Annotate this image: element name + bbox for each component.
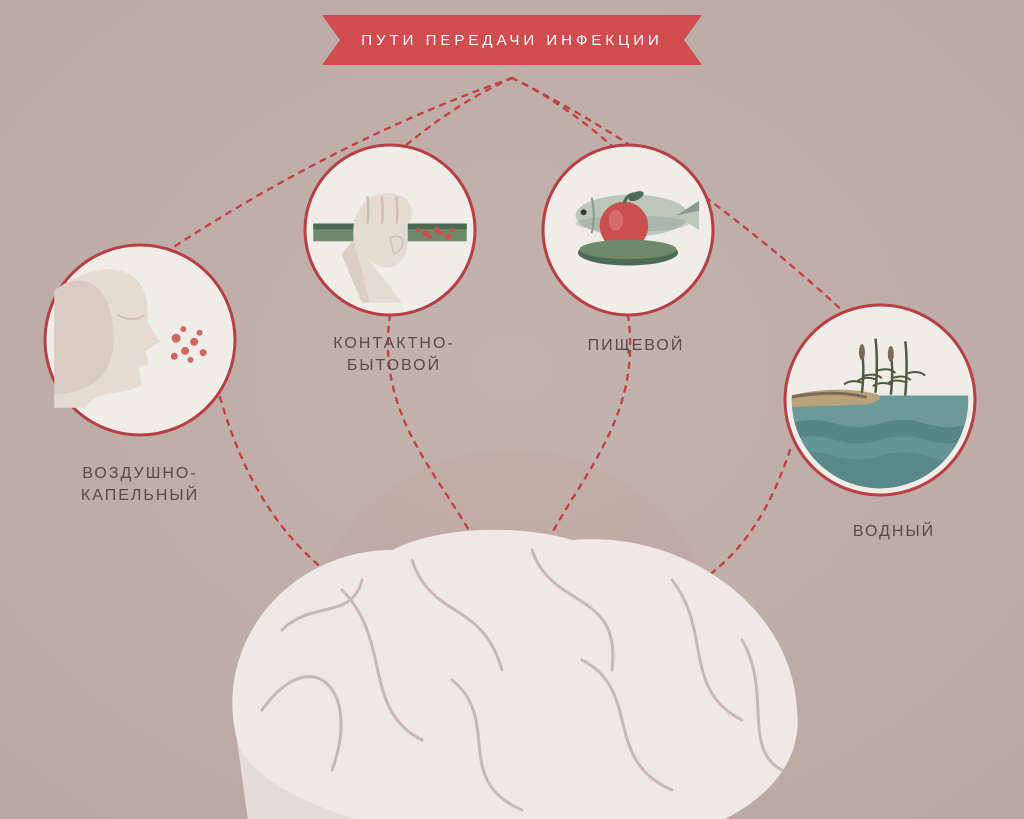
node-airborne-label-line0: ВОЗДУШНО-: [82, 465, 197, 482]
node-airborne-label-line1: КАПЕЛЬНЫЙ: [81, 485, 199, 504]
node-water-label-line0: ВОДНЫЙ: [853, 521, 935, 540]
title-text: ПУТИ ПЕРЕДАЧИ ИНФЕКЦИИ: [361, 32, 663, 49]
node-food-label-line0: ПИЩЕВОЙ: [588, 335, 685, 354]
title-banner: ПУТИ ПЕРЕДАЧИ ИНФЕКЦИИ: [322, 15, 702, 65]
node-contact-label-line0: КОНТАКТНО-: [333, 335, 454, 352]
node-contact-label-line1: БЫТОВОЙ: [347, 355, 441, 374]
infographic-root: ПУТИ ПЕРЕДАЧИ ИНФЕКЦИИ ВОЗДУШНО- КАПЕЛЬНЫЙ…: [0, 0, 1024, 819]
